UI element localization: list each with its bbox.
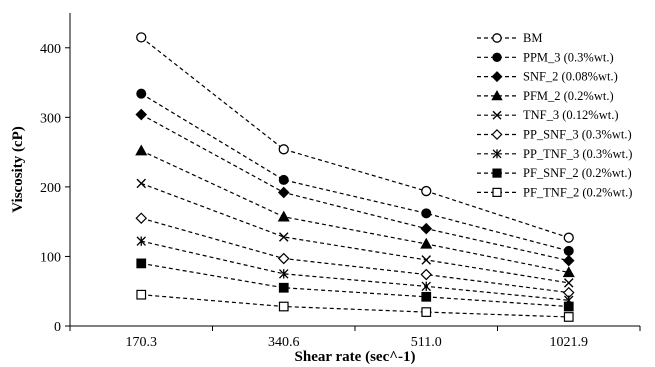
legend-marker	[491, 129, 503, 140]
y-ticks: 0 100 200 300 400	[40, 42, 70, 335]
series-line	[141, 262, 569, 308]
legend-marker	[492, 110, 502, 120]
data-point	[136, 88, 147, 99]
x-tick-label: 340.6	[268, 335, 300, 350]
legend-marker	[491, 90, 503, 101]
series-line	[140, 150, 569, 274]
legend-item: PF_TNF_2 (0.2%wt.)	[477, 185, 632, 199]
data-point	[135, 212, 148, 224]
data-point	[136, 32, 147, 43]
data-point	[563, 232, 574, 243]
data-point	[420, 237, 433, 249]
data-point	[136, 178, 147, 189]
y-tick-label: 0	[54, 320, 61, 335]
legend-marker	[492, 33, 502, 43]
data-point	[563, 301, 574, 312]
series-6	[135, 212, 575, 299]
series-layer	[135, 32, 575, 322]
data-point	[135, 108, 148, 121]
series-9	[136, 289, 574, 322]
legend-label: PF_SNF_2 (0.2%wt.)	[523, 166, 632, 180]
data-point	[277, 252, 290, 265]
legend-marker	[492, 52, 502, 62]
data-point	[136, 258, 147, 269]
data-point	[278, 174, 289, 185]
legend-marker	[491, 71, 503, 83]
legend-item: PFM_2 (0.2%wt.)	[477, 89, 614, 103]
series-line	[140, 114, 569, 262]
x-ticks: 170.3 340.6 511.0 1021.9	[69, 326, 641, 350]
data-point	[420, 268, 433, 281]
y-tick-label: 200	[40, 181, 61, 196]
series-line	[140, 93, 569, 252]
data-point	[421, 291, 432, 302]
legend-label: PPM_3 (0.3%wt.)	[523, 50, 614, 64]
series-4	[135, 144, 575, 278]
data-point	[278, 232, 289, 242]
legend-item: TNF_3 (0.12%wt.)	[477, 108, 618, 122]
data-point	[421, 185, 432, 197]
series-line	[141, 182, 569, 284]
legend-marker	[492, 168, 502, 178]
data-point	[277, 186, 290, 199]
x-tick-label: 1021.9	[550, 335, 589, 350]
data-point	[421, 307, 432, 317]
legend-marker	[492, 187, 502, 197]
series-line	[141, 240, 569, 301]
legend-label: SNF_2 (0.08%wt.)	[523, 70, 618, 84]
data-point	[135, 144, 148, 156]
data-point	[420, 222, 433, 235]
data-point	[136, 236, 146, 246]
data-point	[136, 289, 147, 300]
data-point	[563, 245, 574, 256]
legend: BM PPM_3 (0.3%wt.) SNF_2 (0.08%wt.) PFM_2 (…	[477, 31, 632, 199]
legend-item: PP_SNF_3 (0.3%wt.)	[477, 128, 632, 142]
data-point	[278, 301, 289, 312]
legend-label: PF_TNF_2 (0.2%wt.)	[523, 185, 632, 199]
legend-label: BM	[523, 31, 542, 45]
series-line	[141, 217, 569, 294]
x-tick-label: 511.0	[411, 335, 442, 350]
legend-label: PFM_2 (0.2%wt.)	[523, 89, 614, 103]
y-axis-title: Viscosity (cP)	[10, 126, 26, 213]
data-point	[562, 254, 575, 267]
x-tick-label: 170.3	[126, 335, 158, 350]
legend-item: PP_TNF_3 (0.3%wt.)	[477, 147, 632, 161]
series-2	[136, 88, 574, 256]
data-point	[563, 278, 574, 288]
data-point	[562, 266, 575, 278]
legend-item: PF_SNF_2 (0.2%wt.)	[477, 166, 632, 180]
y-tick-label: 100	[40, 250, 61, 265]
series-line	[140, 36, 569, 239]
series-5	[136, 178, 574, 288]
data-point	[277, 210, 290, 222]
series-1	[136, 32, 574, 243]
legend-item: BM	[477, 31, 542, 45]
data-point	[563, 312, 574, 322]
series-line	[141, 294, 569, 318]
legend-marker	[492, 149, 502, 159]
data-point	[421, 255, 432, 265]
legend-label: TNF_3 (0.12%wt.)	[523, 108, 618, 122]
legend-item: SNF_2 (0.08%wt.)	[477, 70, 618, 84]
legend-item: PPM_3 (0.3%wt.)	[477, 50, 614, 64]
data-point	[421, 208, 432, 219]
y-tick-label: 400	[40, 42, 61, 57]
x-axis-title: Shear rate (sec^-1)	[295, 349, 416, 365]
y-tick-label: 300	[40, 111, 61, 126]
series-8	[136, 258, 574, 312]
data-point	[278, 282, 289, 293]
data-point	[279, 269, 289, 279]
legend-label: PP_SNF_3 (0.3%wt.)	[523, 128, 632, 142]
legend-label: PP_TNF_3 (0.3%wt.)	[523, 147, 632, 161]
series-3	[135, 108, 575, 267]
data-point	[421, 281, 431, 292]
data-point	[278, 144, 289, 155]
